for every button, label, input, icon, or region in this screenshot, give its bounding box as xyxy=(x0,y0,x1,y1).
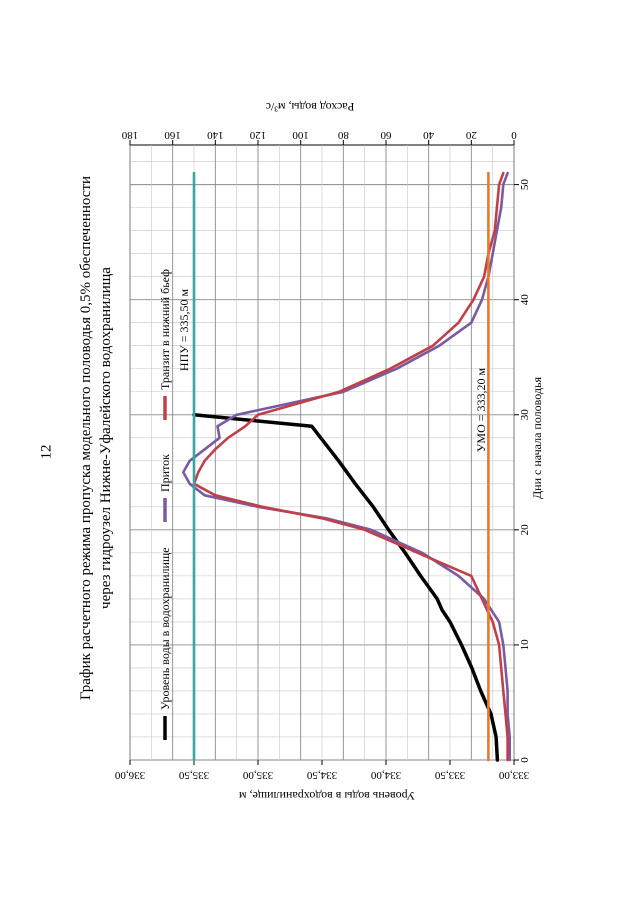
x-tick-label: 20 xyxy=(519,524,531,536)
chart-subtitle: через гидроузел Нижне-Уфалейского водохр… xyxy=(98,267,114,609)
x-tick-label: 10 xyxy=(519,639,531,651)
y-left-tick-label: 335,00 xyxy=(242,769,273,781)
annotations: НПУ = 335,50 м УМО = 333,20 м xyxy=(177,289,488,453)
x-tick-label: 40 xyxy=(519,294,531,306)
y-right-tick-label: 120 xyxy=(249,129,266,141)
x-tick-label: 0 xyxy=(519,757,531,763)
y-left-tick-label: 335,50 xyxy=(178,769,209,781)
y-right-tick-label: 160 xyxy=(164,129,181,141)
axis-ticks: 0 10 20 30 40 50 333,00 333,50 334,00 334,50 335,0… xyxy=(114,129,531,781)
x-tick-label: 30 xyxy=(519,409,531,421)
y-left-tick-label: 334,50 xyxy=(306,769,337,781)
x-axis-label: Дни с начала половодья xyxy=(530,377,544,499)
legend: Уровень воды в водохранилище Приток Транзи… xyxy=(158,269,172,740)
y-left-tick-label: 336,00 xyxy=(114,769,145,781)
y-left-tick-label: 334,00 xyxy=(370,769,401,781)
y-right-tick-label: 140 xyxy=(207,129,224,141)
y-right-tick-label: 180 xyxy=(121,129,138,141)
y-left-tick-label: 333,50 xyxy=(434,769,465,781)
y-right-tick-label: 0 xyxy=(511,129,517,141)
series-line-transit xyxy=(192,171,509,762)
series-layer xyxy=(182,171,512,762)
y-left-tick-label: 333,00 xyxy=(498,769,529,781)
legend-label: Уровень воды в водохранилище xyxy=(158,547,172,710)
chart-title: График расчетного режима пропуска модель… xyxy=(78,176,94,700)
y-right-tick-label: 100 xyxy=(292,129,309,141)
annotation-label: УМО = 333,20 м xyxy=(474,368,488,453)
annotation-label: НПУ = 335,50 м xyxy=(177,289,191,372)
y-right-axis-label: Расход воды, м³/с xyxy=(266,100,355,114)
y-right-tick-label: 40 xyxy=(423,129,435,141)
y-right-tick-label: 20 xyxy=(465,129,477,141)
y-left-axis-label: Уровень воды в водохранилище, м xyxy=(239,789,416,803)
legend-label: Транзит в нижний бьеф xyxy=(158,269,172,390)
y-right-tick-label: 60 xyxy=(380,129,392,141)
series-line-water-level xyxy=(192,413,500,762)
gridlines xyxy=(129,145,515,761)
x-tick-label: 50 xyxy=(519,179,531,191)
y-right-tick-label: 80 xyxy=(337,129,349,141)
series-line-inflow xyxy=(182,171,512,762)
legend-label: Приток xyxy=(158,454,172,492)
